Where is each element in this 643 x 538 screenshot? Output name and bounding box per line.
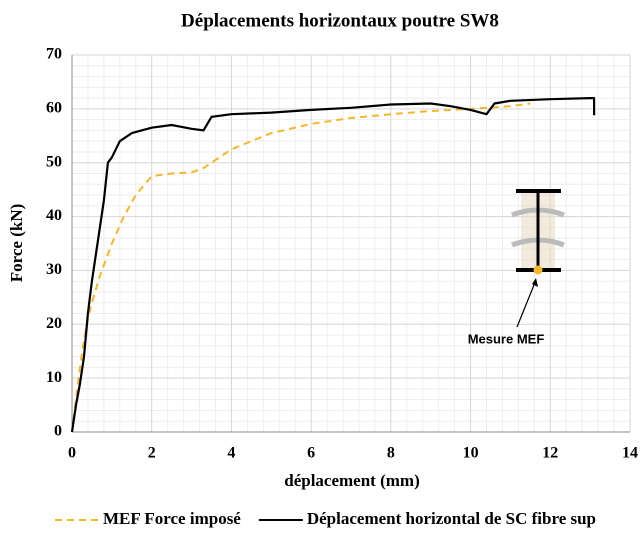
x-tick-label: 10 [463, 445, 479, 462]
x-tick-label: 12 [542, 445, 558, 462]
y-axis-label: Force (kN) [7, 204, 26, 283]
y-tick-label: 10 [46, 369, 62, 386]
legend: MEF Force imposé Déplacement horizontal d… [55, 509, 596, 528]
y-tick-label: 30 [46, 261, 62, 278]
x-tick-label: 2 [148, 445, 156, 462]
y-tick-label: 50 [46, 153, 62, 170]
y-tick-label: 60 [46, 100, 62, 117]
legend-label: Déplacement horizontal de SC fibre sup [307, 509, 596, 528]
x-tick-label: 0 [68, 445, 76, 462]
plot-area: 0 2 4 6 8 10 12 14 0 10 20 30 40 50 60 70 [46, 46, 638, 462]
beam-icon [511, 189, 565, 328]
annotation: Mesure MEF [468, 331, 545, 346]
series-line [70, 97, 596, 433]
series-line [71, 102, 531, 433]
x-axis-label: déplacement (mm) [284, 471, 420, 490]
x-tick-label: 8 [387, 445, 395, 462]
legend-label: MEF Force imposé [103, 509, 241, 528]
y-tick-label: 40 [46, 207, 62, 224]
x-tick-label: 14 [622, 445, 638, 462]
chart-title: Déplacements horizontaux poutre SW8 [181, 10, 499, 31]
x-tick-label: 6 [307, 445, 315, 462]
y-tick-label: 70 [46, 46, 62, 63]
y-tick-label: 20 [46, 315, 62, 332]
y-tick-label: 0 [54, 423, 62, 440]
x-tick-label: 4 [227, 445, 235, 462]
